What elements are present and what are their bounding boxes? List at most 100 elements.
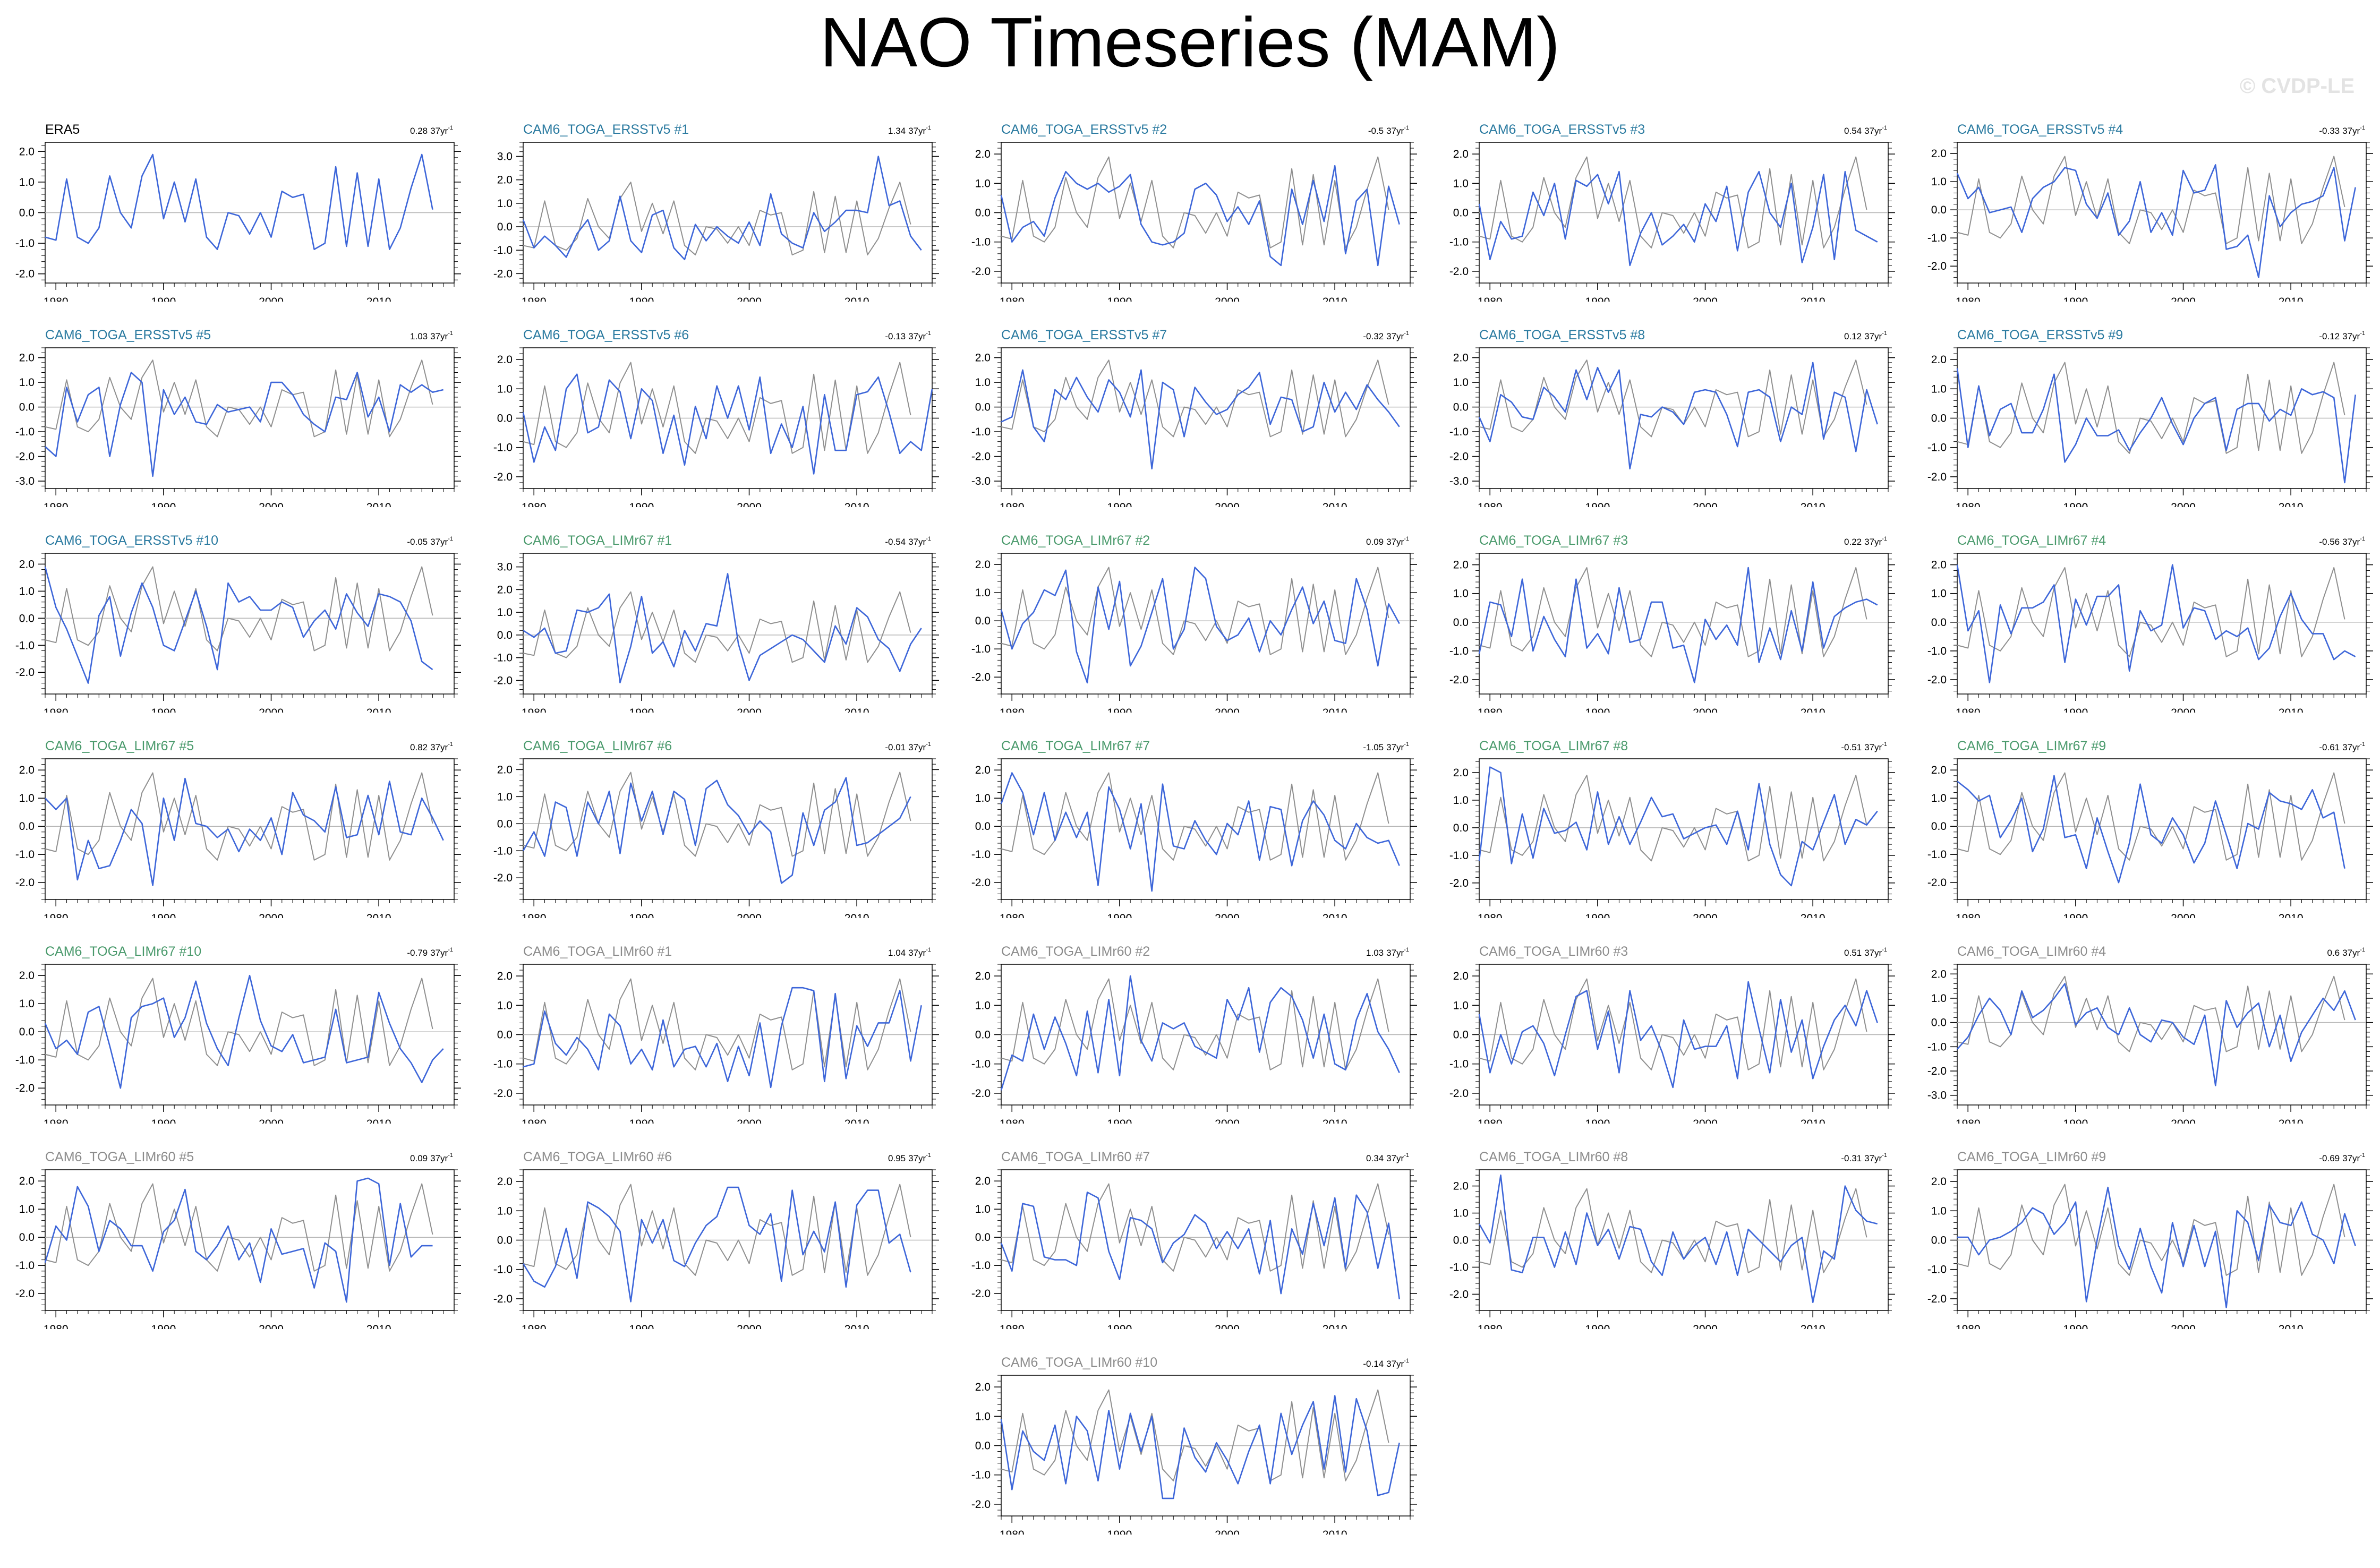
panel-trend: 0.12 37yr-1 [1844, 330, 1887, 341]
panel-chart: CAM6_TOGA_LIMr67 #1 -0.54 37yr-1 3.0 2.0 1.0 0… [493, 533, 939, 719]
x-tick-label: 2000 [2171, 296, 2196, 302]
x-tick-label: 2000 [2171, 1118, 2196, 1124]
y-tick-label: 1.0 [1453, 177, 1469, 190]
x-tick-label: 1980 [1000, 1529, 1025, 1535]
x-tick-label: 2010 [1801, 296, 1825, 302]
member-series-line [44, 567, 433, 684]
y-tick-label: -2.0 [15, 451, 35, 463]
x-tick-label: 2000 [1215, 1529, 1240, 1535]
y-tick-label: 0.0 [19, 820, 35, 833]
y-tick-label: -2.0 [493, 1087, 513, 1100]
x-tick-label: 2000 [1693, 1118, 1718, 1124]
plot-frame [1957, 758, 2367, 900]
x-tick-label: 1990 [151, 1323, 176, 1329]
member-series-line [1956, 164, 2356, 278]
panel-chart: CAM6_TOGA_LIMr60 #6 0.95 37yr-1 2.0 1.0 0.0 -1… [493, 1150, 939, 1335]
panel-title: CAM6_TOGA_LIMr60 #9 [1957, 1150, 2106, 1164]
y-tick-label: 2.0 [1453, 970, 1469, 982]
member-series-line [1478, 170, 1878, 267]
x-tick-label: 1990 [1585, 707, 1610, 713]
panel-title: CAM6_TOGA_ERSSTv5 #5 [45, 328, 211, 342]
obs-series-line [1479, 359, 1867, 438]
y-tick-label: 1.0 [975, 792, 991, 804]
nao-panel-02: CAM6_TOGA_ERSSTv5 #2 -0.5 37yr-1 2.0 1.0 0.0 -… [956, 110, 1423, 308]
panel-trend: -0.31 37yr-1 [1841, 1152, 1887, 1163]
y-tick-label: -1.0 [15, 639, 35, 652]
nao-panel-18: CAM6_TOGA_LIMr67 #8 -0.51 37yr-1 2.0 1.0 0.0 -… [1434, 727, 1901, 924]
y-tick-label: -3.0 [971, 475, 991, 487]
y-tick-label: 0.0 [1453, 1235, 1469, 1247]
x-tick-label: 1990 [2063, 1323, 2088, 1329]
x-tick-label: 2000 [259, 707, 284, 713]
x-tick-label: 2000 [737, 1118, 762, 1124]
y-tick-label: 2.0 [19, 352, 35, 364]
obs-series-line [1957, 772, 2345, 861]
nao-panel-19: CAM6_TOGA_LIMr67 #9 -0.61 37yr-1 2.0 1.0 0.0 -… [1912, 727, 2379, 924]
y-tick-label: -1.0 [493, 652, 513, 664]
x-tick-label: 2000 [737, 501, 762, 507]
panel-trend: -0.05 37yr-1 [407, 536, 453, 547]
x-tick-label: 2010 [2279, 1118, 2304, 1124]
member-series-line [523, 573, 922, 683]
y-tick-label: 1.0 [497, 606, 513, 619]
x-tick-label: 2000 [1215, 501, 1240, 507]
x-tick-label: 2010 [1801, 707, 1825, 713]
y-tick-label: -2.0 [1927, 471, 1947, 483]
y-tick-label: 2.0 [1931, 354, 1947, 366]
y-tick-label: -1.0 [15, 1054, 35, 1066]
panel-trend: -0.33 37yr-1 [2319, 125, 2365, 136]
panel-title: CAM6_TOGA_LIMr67 #5 [45, 739, 194, 753]
panel-trend: 0.95 37yr-1 [888, 1152, 931, 1163]
member-series-line [1478, 362, 1878, 470]
y-tick-label: -2.0 [1927, 1293, 1947, 1305]
obs-series-line [45, 978, 433, 1066]
y-tick-label: 1.0 [975, 999, 991, 1012]
y-tick-label: -2.0 [971, 877, 991, 889]
x-tick-label: 2000 [2171, 707, 2196, 713]
x-tick-label: 2000 [2171, 1323, 2196, 1329]
obs-series-line [45, 772, 433, 861]
panel-chart: CAM6_TOGA_LIMr60 #8 -0.31 37yr-1 2.0 1.0 0.0 -… [1449, 1150, 1895, 1335]
obs-series-line [523, 591, 911, 663]
x-tick-label: 2010 [1323, 1323, 1347, 1329]
panel-chart: CAM6_TOGA_ERSSTv5 #9 -0.12 37yr-1 2.0 1.0 0.0… [1927, 328, 2373, 513]
y-tick-label: -2.0 [971, 265, 991, 278]
y-tick-label: 1.0 [975, 376, 991, 389]
obs-series-line [1479, 567, 1867, 657]
plot-frame [1001, 758, 1411, 900]
nao-panel-08: CAM6_TOGA_ERSSTv5 #8 0.12 37yr-1 2.0 1.0 0.0 -… [1434, 316, 1901, 513]
y-tick-label: -2.0 [1927, 260, 1947, 272]
x-tick-label: 2010 [2279, 296, 2304, 302]
y-tick-label: -1.0 [1449, 850, 1469, 862]
member-series-line [1000, 1192, 1400, 1299]
y-tick-label: -1.0 [15, 426, 35, 438]
x-tick-label: 2010 [366, 1118, 391, 1124]
panel-title: CAM6_TOGA_LIMr60 #3 [1479, 944, 1628, 959]
panel-chart: CAM6_TOGA_LIMr60 #2 1.03 37yr-1 2.0 1.0 0.0 -1… [971, 944, 1417, 1130]
plot-frame [1957, 964, 2367, 1106]
y-tick-label: -2.0 [971, 1087, 991, 1100]
x-tick-label: 1980 [1000, 501, 1025, 507]
x-tick-label: 2010 [1801, 1118, 1825, 1124]
y-tick-label: 1.0 [497, 383, 513, 395]
panel-trend: -0.61 37yr-1 [2319, 741, 2365, 752]
panel-chart: CAM6_TOGA_LIMr67 #8 -0.51 37yr-1 2.0 1.0 0.0 -… [1449, 739, 1895, 924]
x-tick-label: 1980 [1478, 501, 1503, 507]
panel-chart: CAM6_TOGA_ERSSTv5 #7 -0.32 37yr-1 2.0 1.0 0.0… [971, 328, 1417, 513]
x-tick-label: 1990 [2063, 1118, 2088, 1124]
y-tick-label: -1.0 [971, 426, 991, 438]
panel-trend: 1.03 37yr-1 [1366, 947, 1409, 958]
y-tick-label: 0.0 [1931, 820, 1947, 833]
x-tick-label: 1980 [1956, 1118, 1981, 1124]
panel-trend: -0.54 37yr-1 [885, 536, 931, 547]
obs-series-line [523, 362, 911, 454]
x-tick-label: 1980 [1478, 707, 1503, 713]
obs-series-line [1957, 156, 2345, 244]
panel-chart: CAM6_TOGA_LIMr67 #3 0.22 37yr-1 2.0 1.0 0.0 -1… [1449, 533, 1895, 719]
panel-trend: 0.09 37yr-1 [1366, 536, 1409, 547]
panel-trend: -0.51 37yr-1 [1841, 741, 1887, 752]
nao-panel-10: CAM6_TOGA_ERSSTv5 #10 -0.05 37yr-1 2.0 1.0 0.… [0, 521, 467, 719]
x-tick-label: 1990 [629, 296, 654, 302]
y-tick-label: 1.0 [1931, 176, 1947, 188]
